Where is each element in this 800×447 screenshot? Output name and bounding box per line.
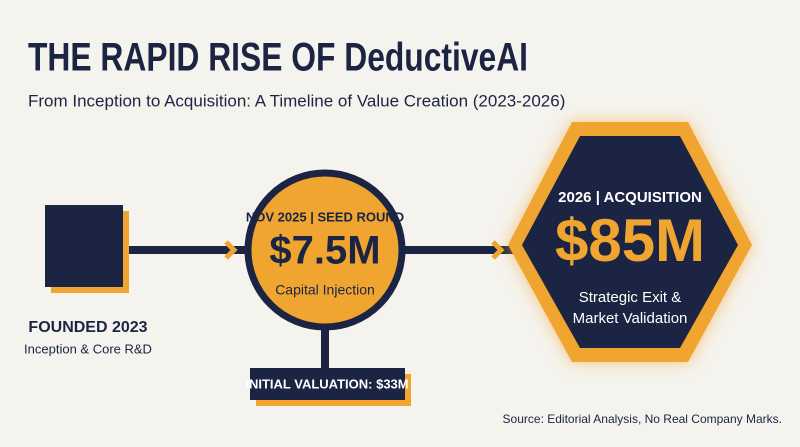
- node-label: FOUNDED 2023: [28, 319, 147, 336]
- square: [45, 205, 123, 287]
- note: INITIAL VALUATION: $33M: [245, 376, 408, 391]
- node-caption: Inception & Core R&D: [24, 341, 152, 356]
- hexagon: [522, 136, 738, 348]
- node-caption: Capital Injection: [275, 282, 375, 298]
- node-amount: $85M: [555, 207, 705, 274]
- node-amount: $7.5M: [269, 229, 380, 273]
- source: Source: Editorial Analysis, No Real Comp…: [503, 412, 782, 426]
- subtitle: From Inception to Acquisition: A Timelin…: [28, 91, 565, 110]
- node-label: NOV 2025 | SEED ROUND: [246, 209, 404, 224]
- note-box: [250, 368, 405, 400]
- chevron: [491, 240, 505, 260]
- circle: [244, 169, 406, 331]
- node-caption: Strategic Exit &: [579, 289, 682, 306]
- title: THE RAPID RISE OF DeductiveAI: [28, 36, 528, 80]
- node-label: 2026 | ACQUISITION: [558, 189, 702, 206]
- node-caption: Market Validation: [573, 310, 688, 327]
- chevron: [224, 240, 238, 260]
